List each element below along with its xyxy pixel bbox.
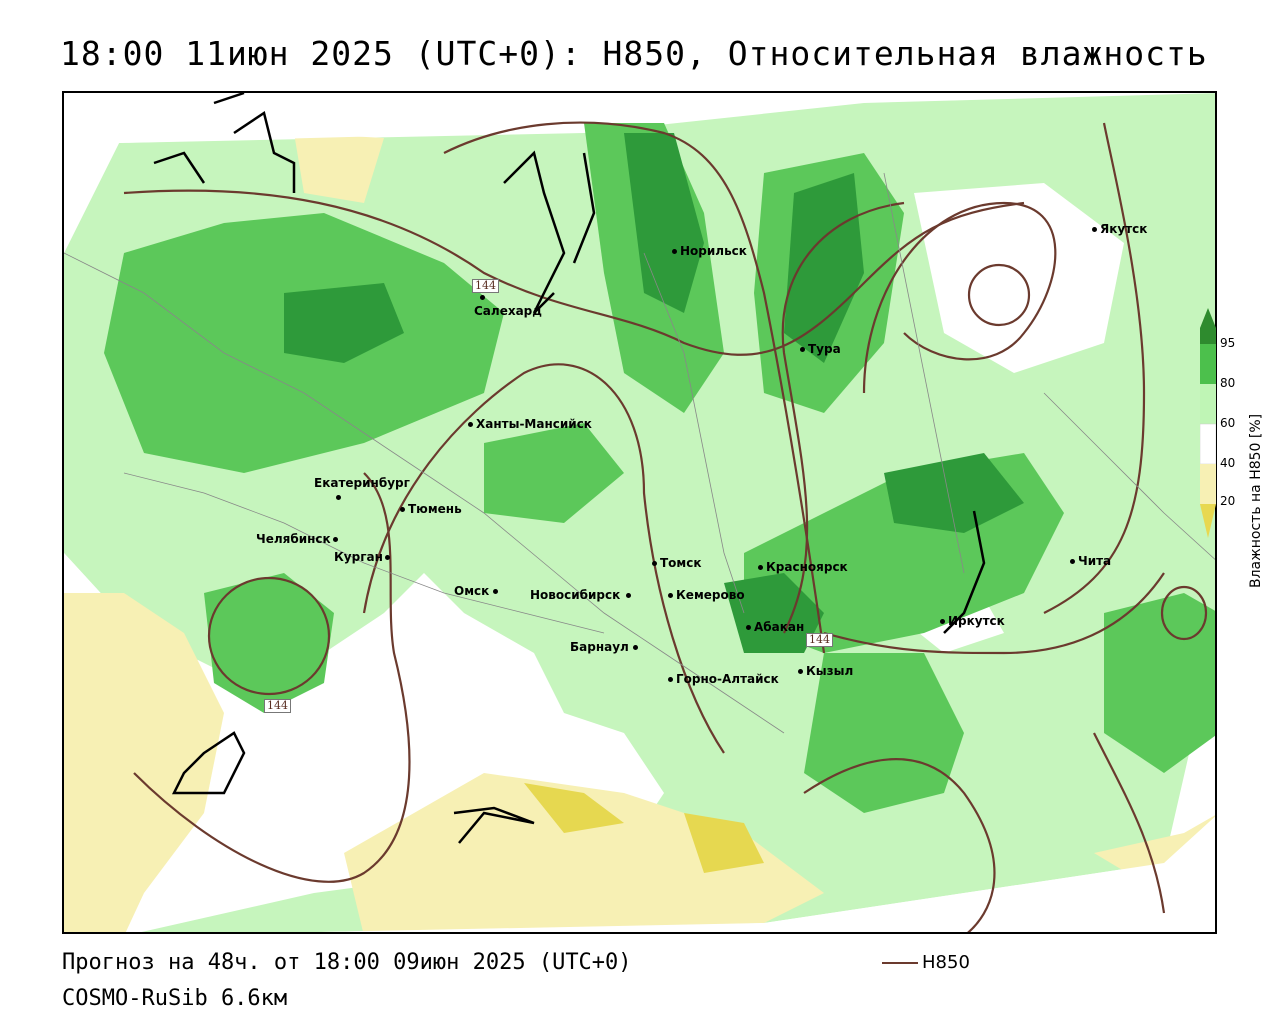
humidity-colorbar — [1200, 308, 1216, 538]
city-label: Екатеринбург — [314, 476, 410, 490]
contour-label: 144 — [806, 633, 833, 647]
city-label: Барнаул — [570, 640, 629, 654]
h850-legend: H850 — [882, 952, 970, 973]
city-marker — [384, 555, 390, 560]
city-marker — [626, 593, 632, 598]
map-area: 144 144 144 Якутск Норильск Салехард Тур… — [62, 91, 1217, 934]
colorbar-tick: 80 — [1220, 376, 1236, 390]
city-label: Красноярск — [766, 560, 848, 574]
city-marker — [493, 589, 499, 594]
city-marker — [758, 565, 763, 570]
city-marker — [1092, 227, 1097, 232]
colorbar-tick: 40 — [1220, 456, 1236, 470]
city-khanty-mansiysk: Ханты-Мансийск — [468, 418, 592, 430]
city-marker — [468, 422, 473, 427]
colorbar-tick: 60 — [1220, 416, 1236, 430]
city-barnaul: Барнаул — [570, 641, 641, 653]
city-novosibirsk: Новосибирск — [530, 589, 634, 601]
city-irkutsk: Иркутск — [940, 615, 1005, 627]
city-marker — [668, 593, 673, 598]
city-label: Кызыл — [806, 664, 854, 678]
city-abakan: Абакан — [746, 621, 804, 633]
city-label: Салехард — [474, 304, 542, 318]
city-krasnoyarsk: Красноярск — [758, 561, 848, 573]
city-label: Иркутск — [948, 614, 1005, 628]
city-marker — [940, 619, 945, 624]
geopotential-contours — [64, 93, 1215, 932]
city-label: Омск — [454, 584, 490, 598]
city-marker — [400, 507, 405, 512]
city-marker — [632, 645, 638, 650]
city-marker — [798, 669, 803, 674]
city-label: Чита — [1078, 554, 1112, 568]
city-kurgan: Курган — [334, 551, 393, 563]
humidity-field — [64, 93, 1215, 932]
colorbar-tick: 20 — [1220, 494, 1236, 508]
map-title: 18:00 11июн 2025 (UTC+0): H850, Относите… — [60, 34, 1208, 73]
city-gorno-altaysk: Горно-Алтайск — [668, 673, 779, 685]
city-yakutsk: Якутск — [1092, 223, 1147, 235]
city-salekhard-label: Салехард — [474, 305, 542, 317]
colorbar-title: Влажность на H850 [%] — [1248, 413, 1264, 588]
city-marker — [800, 347, 805, 352]
city-marker — [746, 625, 751, 630]
city-chelyabinsk: Челябинск — [256, 533, 341, 545]
forecast-info: Прогноз на 48ч. от 18:00 09июн 2025 (UTC… — [62, 950, 632, 975]
city-marker — [1070, 559, 1075, 564]
city-marker — [668, 677, 673, 682]
city-label: Курган — [334, 550, 383, 564]
city-marker — [336, 495, 341, 500]
city-label: Тура — [808, 342, 841, 356]
city-label: Томск — [660, 556, 702, 570]
city-tomsk: Томск — [652, 557, 702, 569]
legend-line-swatch — [882, 962, 918, 964]
city-ekaterinburg-label: Екатеринбург — [314, 477, 410, 489]
city-omsk: Омск — [454, 585, 501, 597]
city-label: Тюмень — [408, 502, 462, 516]
city-ekaterinburg — [336, 491, 344, 503]
city-marker — [480, 295, 485, 300]
city-label: Ханты-Мансийск — [476, 417, 592, 431]
city-label: Горно-Алтайск — [676, 672, 779, 686]
city-label: Новосибирск — [530, 588, 621, 602]
city-marker — [332, 537, 338, 542]
legend-label: H850 — [922, 952, 970, 973]
city-kyzyl: Кызыл — [798, 665, 853, 677]
contour-label: 144 — [472, 279, 499, 293]
city-label: Норильск — [680, 244, 747, 258]
city-chita: Чита — [1070, 555, 1111, 567]
city-label: Абакан — [754, 620, 805, 634]
city-norilsk: Норильск — [672, 245, 747, 257]
city-kemerovo: Кемерово — [668, 589, 745, 601]
city-tura: Тура — [800, 343, 841, 355]
colorbar-tick: 95 — [1220, 336, 1236, 350]
city-label: Кемерово — [676, 588, 745, 602]
city-tyumen: Тюмень — [400, 503, 462, 515]
contour-label: 144 — [264, 699, 291, 713]
model-name: COSMO-RuSib 6.6км — [62, 986, 288, 1011]
city-label: Челябинск — [256, 532, 331, 546]
city-salekhard — [480, 291, 488, 303]
city-marker — [672, 249, 677, 254]
city-marker — [652, 561, 657, 566]
city-label: Якутск — [1100, 222, 1148, 236]
